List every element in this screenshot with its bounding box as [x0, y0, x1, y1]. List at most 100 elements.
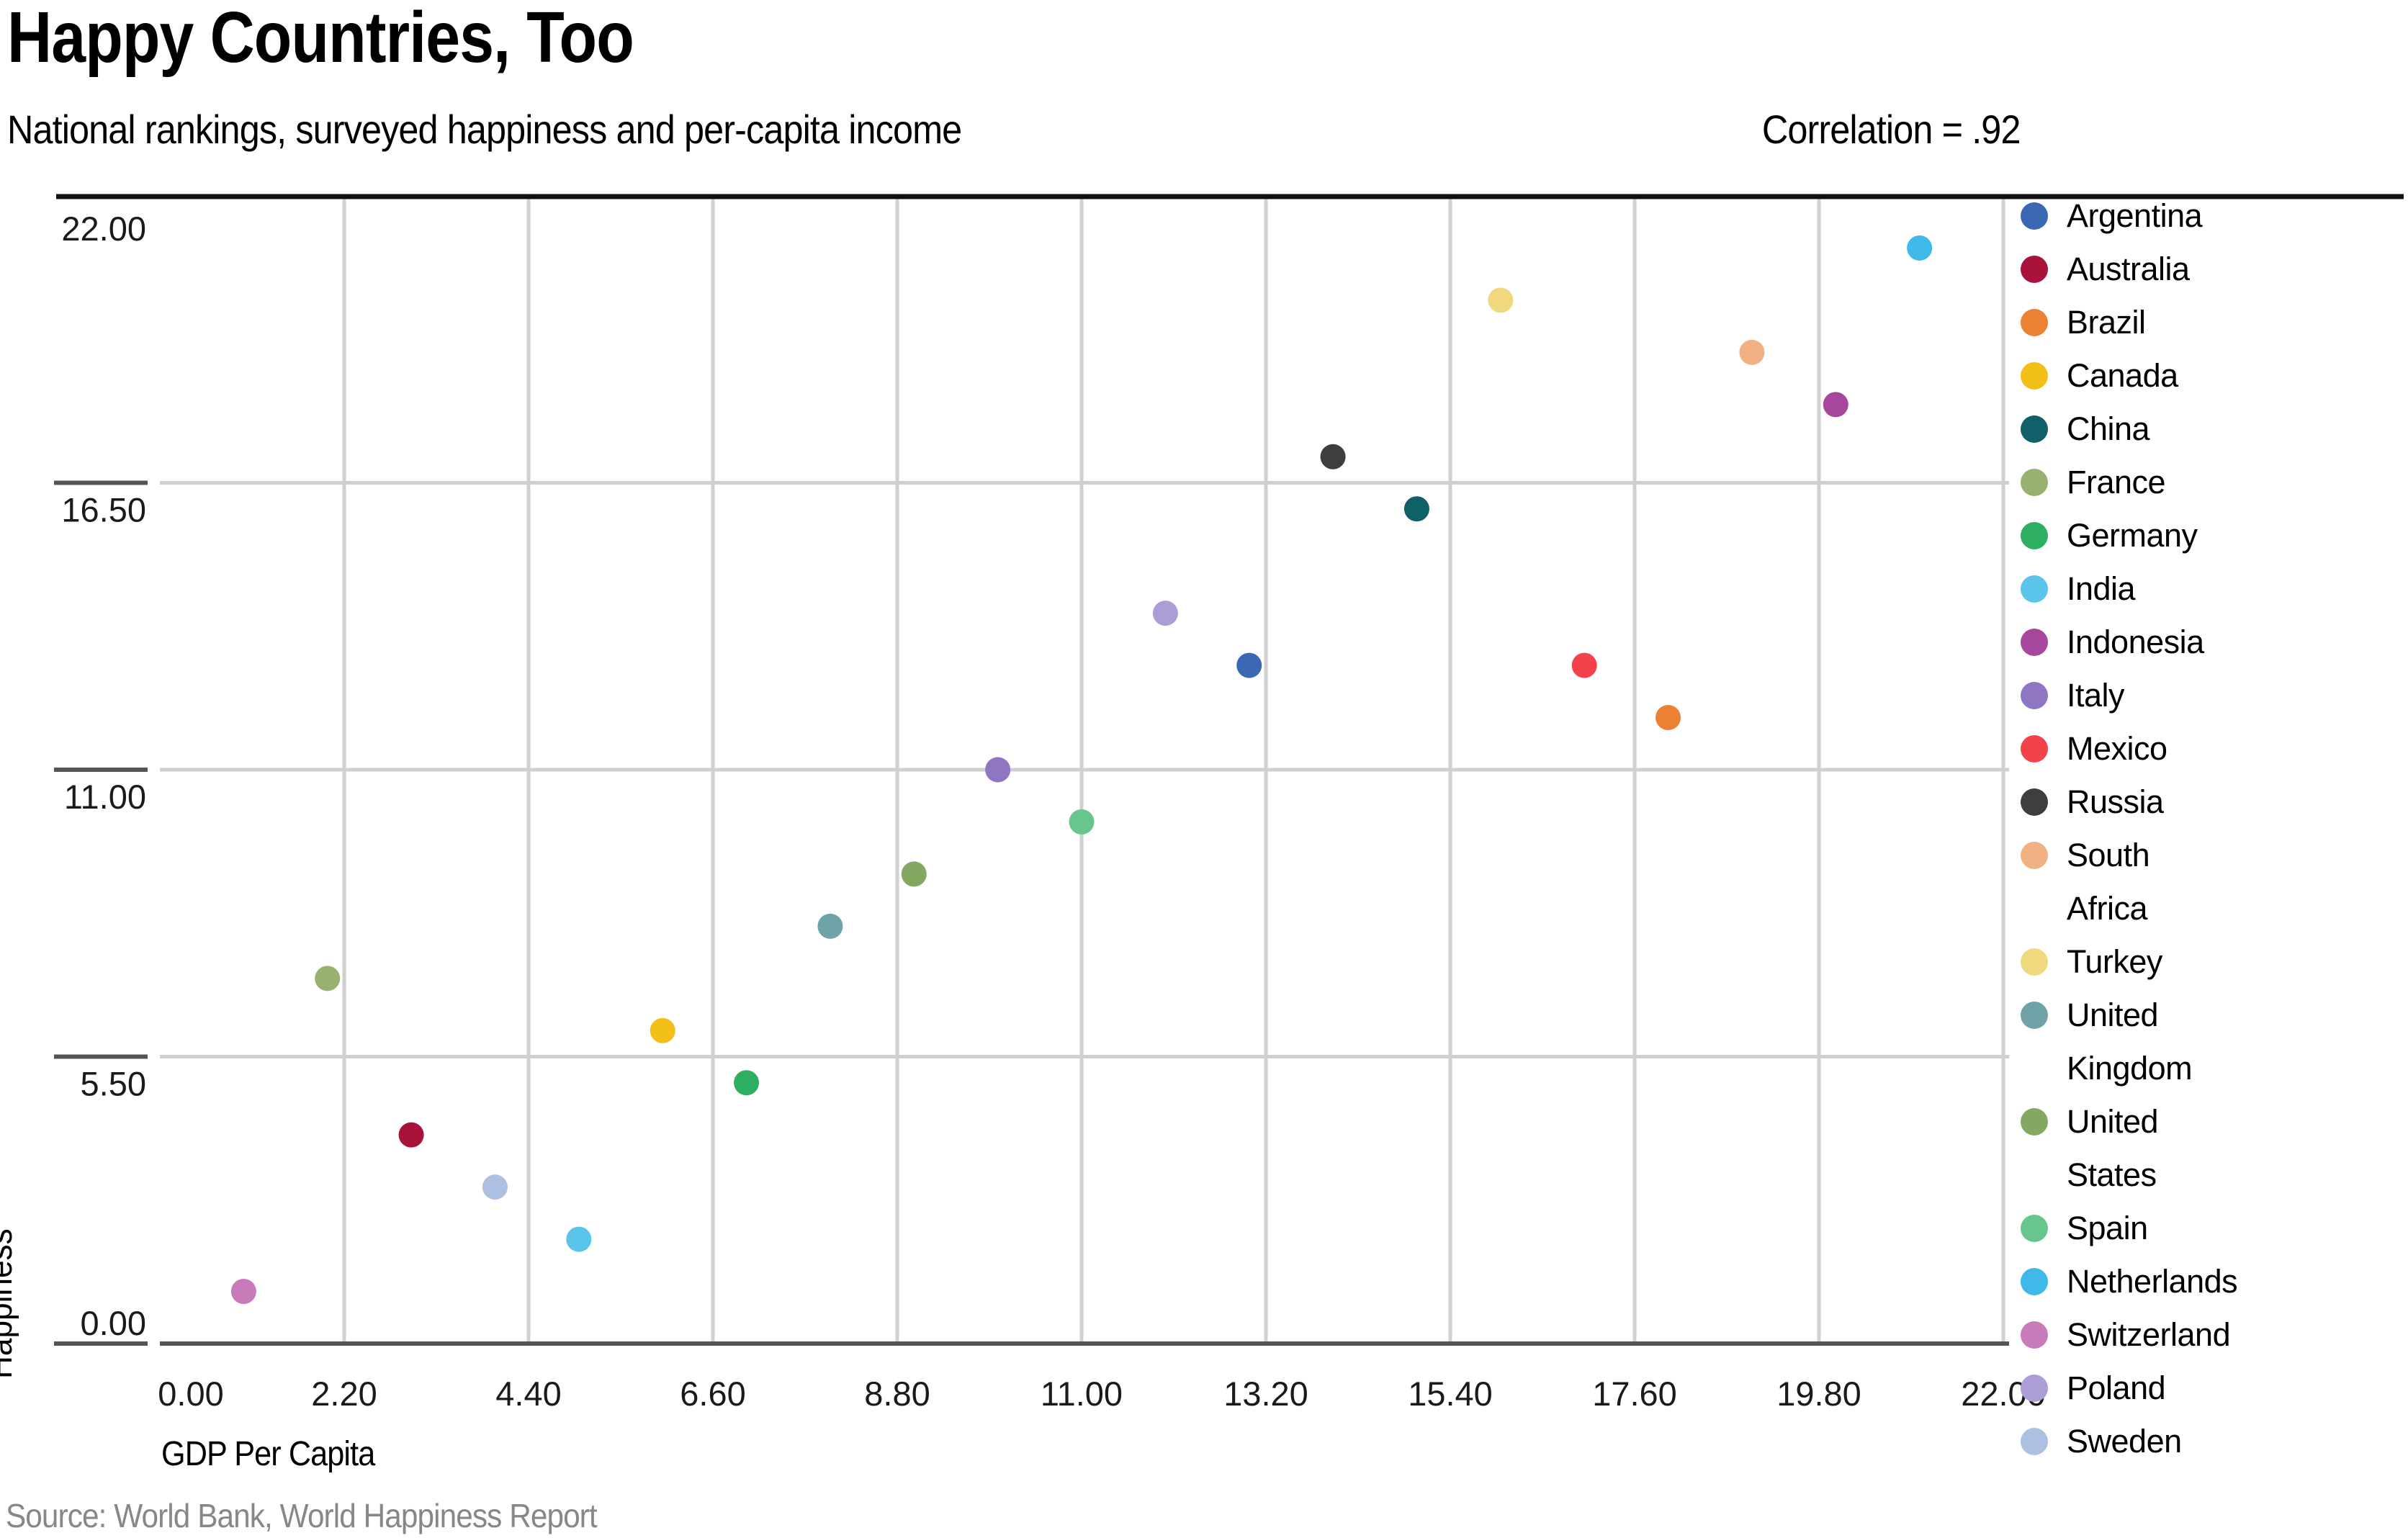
legend-label: United Kingdom [2067, 997, 2193, 1087]
data-point-spain [1069, 809, 1095, 835]
legend-swatch [2021, 309, 2048, 336]
plot-gridlines [160, 198, 2009, 1342]
legend-item-argentina: Argentina [2016, 189, 2405, 243]
legend-item-france: France [2016, 456, 2405, 509]
legend-swatch [2021, 1108, 2048, 1135]
legend-swatch [2021, 575, 2048, 603]
data-point-united-states [901, 861, 927, 887]
data-point-united-kingdom [817, 913, 843, 939]
legend-item-sweden: Sweden [2016, 1415, 2405, 1468]
legend-item-south-africa: South Africa [2016, 829, 2405, 935]
x-axis-title: GDP Per Capita [161, 1435, 375, 1473]
legend-swatch [2021, 1375, 2048, 1402]
x-tick-label: 13.20 [1223, 1375, 1308, 1413]
legend-label: Indonesia [2067, 624, 2204, 660]
plot-axes [54, 194, 2404, 1346]
data-point-netherlands [1907, 235, 1933, 261]
x-tick-label: 17.60 [1592, 1375, 1677, 1413]
legend-item-russia: Russia [2016, 775, 2405, 829]
legend-label: Mexico [2067, 730, 2167, 767]
legend-item-turkey: Turkey [2016, 935, 2405, 989]
legend-label: South Africa [2067, 837, 2150, 927]
legend-item-australia: Australia [2016, 243, 2405, 296]
data-point-brazil [1656, 705, 1681, 731]
legend-item-china: China [2016, 403, 2405, 456]
legend-item-united-states: United States [2016, 1095, 2405, 1202]
legend-swatch [2021, 842, 2048, 869]
legend-item-canada: Canada [2016, 349, 2405, 403]
legend: Argentina Australia Brazil Canada China Franc… [2016, 189, 2405, 1468]
legend-label: Canada [2067, 357, 2178, 394]
data-point-mexico [1571, 652, 1597, 678]
legend-item-brazil: Brazil [2016, 296, 2405, 349]
legend-item-italy: Italy [2016, 669, 2405, 722]
x-tick-label: 8.80 [864, 1375, 930, 1413]
data-point-china [1403, 496, 1429, 522]
data-point-argentina [1236, 652, 1262, 678]
legend-label: France [2067, 464, 2166, 500]
legend-item-switzerland: Switzerland [2016, 1308, 2405, 1362]
legend-swatch [2021, 469, 2048, 496]
legend-label: Switzerland [2067, 1316, 2231, 1353]
y-tick-label: 22.00 [61, 210, 146, 248]
legend-swatch [2021, 735, 2048, 763]
legend-label: Russia [2067, 783, 2164, 820]
data-point-italy [985, 757, 1011, 783]
legend-item-netherlands: Netherlands [2016, 1255, 2405, 1308]
data-point-south-africa [1739, 339, 1765, 365]
y-tick-label: 0.00 [81, 1304, 146, 1342]
correlation-annotation: Correlation = .92 [1733, 105, 2021, 153]
data-point-switzerland [230, 1279, 256, 1305]
chart-title: Happy Countries, Too [7, 1, 736, 73]
legend-item-poland: Poland [2016, 1362, 2405, 1415]
legend-label: Italy [2067, 677, 2125, 714]
x-tick-label: 15.40 [1408, 1375, 1493, 1413]
y-tick-label: 11.00 [64, 778, 146, 816]
legend-item-india: India [2016, 562, 2405, 616]
legend-swatch [2021, 682, 2048, 709]
chart-subtitle-text: National rankings, surveyed happiness an… [7, 107, 962, 152]
y-tick-label: 16.50 [61, 491, 146, 529]
legend-swatch [2021, 522, 2048, 549]
legend-label: Turkey [2067, 943, 2162, 980]
legend-item-germany: Germany [2016, 509, 2405, 562]
chart-subtitle: National rankings, surveyed happiness an… [7, 105, 1068, 153]
data-point-russia [1320, 444, 1346, 469]
data-point-germany [734, 1070, 760, 1096]
legend-item-mexico: Mexico [2016, 722, 2405, 775]
data-point-canada [650, 1017, 675, 1043]
data-points [230, 235, 1933, 1305]
x-tick-label: 6.60 [680, 1375, 745, 1413]
legend-swatch [2021, 1428, 2048, 1455]
x-tick-label: 4.40 [495, 1375, 561, 1413]
data-point-indonesia [1823, 392, 1848, 418]
data-point-india [566, 1226, 592, 1252]
legend-label: Spain [2067, 1210, 2148, 1246]
legend-swatch [2021, 362, 2048, 390]
legend-item-spain: Spain [2016, 1202, 2405, 1255]
legend-label: India [2067, 570, 2136, 607]
data-point-australia [398, 1122, 424, 1148]
axis-tick-labels: 0.00 5.50 11.00 16.50 22.00 0.00 2.20 4.40 6.60 8… [61, 210, 2045, 1413]
legend-label: United States [2067, 1103, 2159, 1193]
x-tick-label: 11.00 [1041, 1375, 1123, 1413]
legend-swatch [2021, 629, 2048, 656]
chart-title-text: Happy Countries, Too [7, 0, 634, 78]
data-point-sweden [482, 1174, 508, 1200]
legend-label: Australia [2067, 251, 2190, 287]
data-point-poland [1152, 601, 1178, 626]
legend-swatch [2021, 256, 2048, 283]
legend-swatch [2021, 1268, 2048, 1295]
legend-swatch [2021, 1215, 2048, 1242]
source-note: Source: World Bank, World Happiness Repo… [6, 1497, 598, 1534]
x-tick-label: 2.20 [311, 1375, 377, 1413]
legend-label: China [2067, 410, 2150, 447]
legend-swatch [2021, 948, 2048, 976]
legend-swatch [2021, 415, 2048, 443]
legend-label: Argentina [2067, 197, 2203, 234]
legend-swatch [2021, 788, 2048, 816]
legend-swatch [2021, 1002, 2048, 1029]
legend-swatch [2021, 1321, 2048, 1349]
y-axis-title: Happiness [0, 1228, 19, 1379]
legend-item-indonesia: Indonesia [2016, 616, 2405, 669]
